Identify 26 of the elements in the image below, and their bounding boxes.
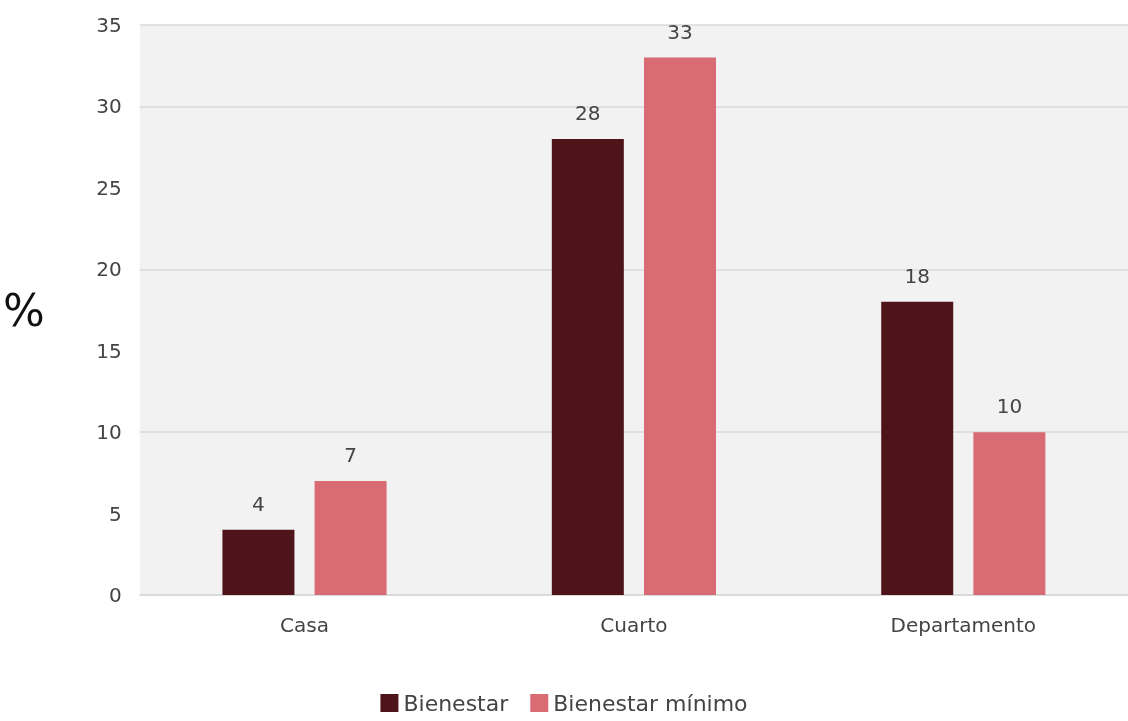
bar xyxy=(881,301,954,595)
data-label: 28 xyxy=(575,101,601,125)
x-tick-label: Departamento xyxy=(890,613,1037,637)
bar xyxy=(314,481,387,595)
y-tick-label: 25 xyxy=(96,175,122,200)
bar xyxy=(973,432,1046,595)
bar xyxy=(222,529,295,595)
y-tick-label: 20 xyxy=(96,257,122,282)
bar xyxy=(643,57,716,595)
x-tick-label: Cuarto xyxy=(600,613,668,637)
y-tick-label: 15 xyxy=(96,338,122,363)
legend-label: Bienestar xyxy=(403,690,510,716)
legend-label: Bienestar mínimo xyxy=(553,690,748,716)
bar xyxy=(551,139,624,595)
y-tick-label: 35 xyxy=(96,13,122,37)
data-label: 18 xyxy=(904,263,930,288)
y-axis-title: % xyxy=(3,284,45,336)
y-tick-label: 10 xyxy=(96,420,122,445)
data-label: 7 xyxy=(344,443,357,467)
y-tick-label: 30 xyxy=(96,94,122,119)
x-tick-label: Casa xyxy=(280,613,329,637)
data-label: 33 xyxy=(667,19,693,44)
data-label: 10 xyxy=(996,394,1023,419)
data-label: 4 xyxy=(252,491,265,516)
y-tick-label: 5 xyxy=(109,501,122,526)
y-tick-label: 0 xyxy=(109,583,122,607)
